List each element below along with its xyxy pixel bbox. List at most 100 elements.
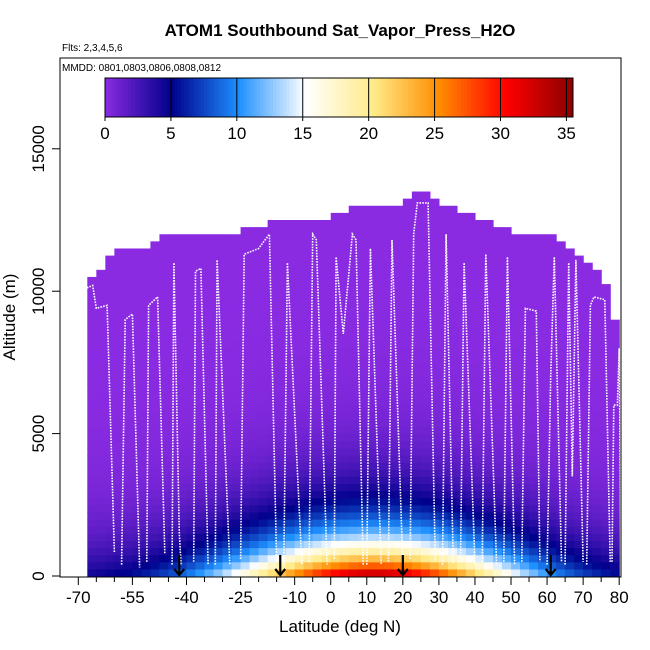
heatmap-cell xyxy=(402,533,413,541)
heatmap-cell xyxy=(520,447,530,456)
heatmap-cell xyxy=(438,362,449,371)
heatmap-cell xyxy=(592,504,602,513)
heatmap-cell xyxy=(556,568,566,577)
heatmap-cell xyxy=(186,376,197,385)
heatmap-cell xyxy=(87,312,97,321)
heatmap-cell xyxy=(411,398,422,406)
heatmap-cell xyxy=(592,341,602,349)
heatmap-cell xyxy=(592,454,602,463)
heatmap-cell xyxy=(114,348,124,356)
heatmap-cell xyxy=(420,454,431,463)
colorbar-segment xyxy=(339,78,343,117)
heatmap-cell xyxy=(556,454,566,463)
heatmap-cell xyxy=(339,398,350,406)
colorbar-segment xyxy=(398,78,403,117)
heatmap-cell xyxy=(447,205,458,214)
heatmap-cell xyxy=(429,447,440,456)
heatmap-cell xyxy=(375,255,386,264)
heatmap-cell xyxy=(159,376,170,385)
heatmap-cell xyxy=(447,390,458,399)
colorbar-tick-label: 25 xyxy=(425,124,444,143)
heatmap-cell xyxy=(375,476,386,485)
heatmap-cell xyxy=(601,526,611,534)
heatmap-cell xyxy=(168,376,179,385)
heatmap-cell xyxy=(204,412,215,420)
heatmap-cell xyxy=(150,426,161,435)
heatmap-cell xyxy=(393,554,404,563)
heatmap-cell xyxy=(565,462,575,470)
heatmap-cell xyxy=(177,362,188,371)
heatmap-cell xyxy=(474,533,485,541)
heatmap-cell xyxy=(483,248,494,257)
heatmap-cell xyxy=(529,284,539,292)
heatmap-cell xyxy=(447,476,458,485)
heatmap-cell xyxy=(348,511,359,520)
heatmap-cell xyxy=(456,326,467,335)
heatmap-cell xyxy=(601,497,611,506)
heatmap-cell xyxy=(556,241,566,250)
heatmap-cell xyxy=(330,333,341,342)
heatmap-cell xyxy=(150,341,161,349)
heatmap-cell xyxy=(492,269,503,278)
heatmap-cell xyxy=(420,511,431,520)
heatmap-cell xyxy=(529,405,539,413)
heatmap-cell xyxy=(186,362,197,371)
heatmap-cell xyxy=(132,497,143,506)
heatmap-cell xyxy=(150,490,161,499)
heatmap-cell xyxy=(502,476,512,485)
heatmap-cell xyxy=(565,454,575,463)
heatmap-cell xyxy=(195,440,206,449)
heatmap-cell xyxy=(312,305,323,314)
heatmap-cell xyxy=(447,405,458,413)
heatmap-cell xyxy=(357,348,368,356)
heatmap-cell xyxy=(231,405,242,413)
heatmap-cell xyxy=(402,312,413,321)
heatmap-cell xyxy=(610,540,620,549)
heatmap-cell xyxy=(294,326,305,335)
heatmap-cell xyxy=(366,312,377,321)
heatmap-cell xyxy=(474,333,485,342)
heatmap-cell xyxy=(240,269,251,278)
heatmap-cell xyxy=(574,305,584,314)
heatmap-cell xyxy=(474,241,485,250)
colorbar-segment xyxy=(421,78,426,117)
heatmap-cell xyxy=(375,469,386,477)
x-axis: -70 -55 -40 -25 -10 0 10 20 30 40 50 60 70 80 xyxy=(66,577,629,607)
heatmap-cell xyxy=(168,511,179,520)
heatmap-cell xyxy=(402,462,413,470)
heatmap-cell xyxy=(456,369,467,378)
heatmap-cell xyxy=(258,291,269,299)
heatmap-cell xyxy=(87,419,97,428)
heatmap-cell xyxy=(276,269,287,278)
heatmap-cell xyxy=(592,269,602,278)
heatmap-cell xyxy=(411,312,422,321)
heatmap-cell xyxy=(511,469,521,477)
heatmap-cell xyxy=(339,511,350,520)
heatmap-cell xyxy=(502,248,512,257)
heatmap-cell xyxy=(150,362,161,371)
heatmap-cell xyxy=(312,511,323,520)
heatmap-cell xyxy=(312,369,323,378)
flight-track xyxy=(409,202,437,562)
heatmap-cell xyxy=(204,447,215,456)
heatmap-cell xyxy=(456,469,467,477)
x-tick-label: 70 xyxy=(574,588,593,607)
heatmap-cell xyxy=(447,440,458,449)
heatmap-cell xyxy=(177,355,188,363)
heatmap-cell xyxy=(294,462,305,470)
heatmap-cell xyxy=(429,205,440,214)
heatmap-cell xyxy=(610,561,620,570)
heatmap-cell xyxy=(303,383,314,392)
heatmap-cell xyxy=(303,526,314,534)
heatmap-cell xyxy=(159,241,170,250)
heatmap-cell xyxy=(357,234,368,242)
heatmap-cell xyxy=(474,348,485,356)
heatmap-cell xyxy=(429,398,440,406)
heatmap-cell xyxy=(411,291,422,299)
heatmap-cell xyxy=(240,241,251,250)
heatmap-cell xyxy=(592,547,602,556)
heatmap-cell xyxy=(357,568,368,577)
heatmap-cell xyxy=(393,490,404,499)
heatmap-cell xyxy=(447,469,458,477)
heatmap-cell xyxy=(429,469,440,477)
